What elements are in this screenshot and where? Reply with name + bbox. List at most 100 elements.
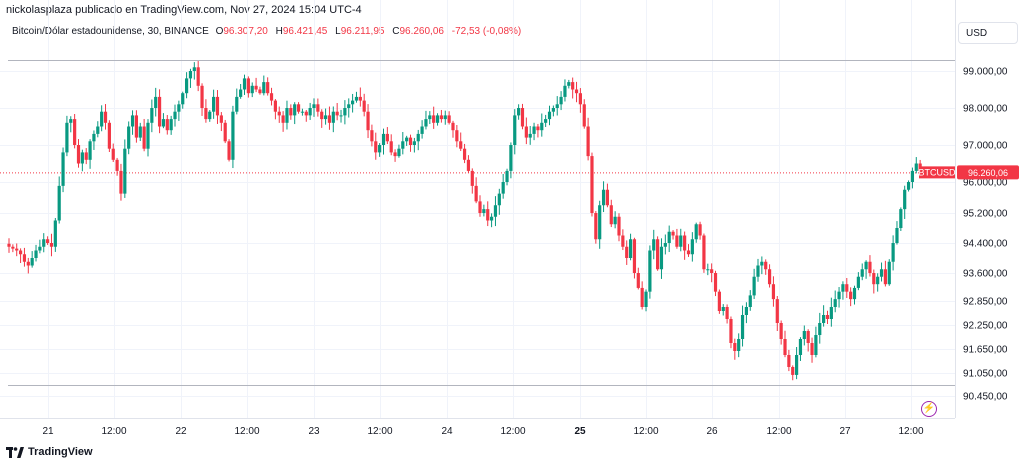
candle-body (563, 85, 567, 97)
candle-body (470, 170, 474, 186)
candle-body (551, 108, 555, 112)
candle-body (432, 115, 436, 123)
candle-body (219, 115, 223, 123)
candle-body (385, 133, 389, 142)
time-tick-label: 12:00 (766, 426, 791, 437)
candle-body (659, 246, 664, 270)
candle-body (30, 258, 34, 266)
candle-body (254, 85, 258, 90)
candle-body (451, 122, 455, 131)
candle-body (327, 115, 332, 123)
symbol-tag: BTCUSD (918, 167, 956, 177)
candle-body (864, 261, 868, 270)
candle-body (455, 130, 459, 142)
candle-body (405, 137, 409, 142)
candle-body (628, 239, 633, 258)
ohlc-open-value: 96.307,20 (223, 26, 268, 37)
candle-body (520, 108, 525, 127)
brand-name: TradingView (28, 446, 93, 458)
candle-body (501, 182, 505, 194)
candle-body (586, 126, 590, 157)
candle-body (42, 239, 46, 247)
candle-body (910, 170, 915, 182)
candle-body (517, 108, 521, 116)
candle-body (729, 319, 733, 343)
candle-body (559, 96, 563, 105)
candle-body (760, 261, 764, 266)
candle-body (351, 100, 355, 105)
candle-body (304, 111, 308, 116)
candle-body (208, 111, 212, 120)
candle-body (856, 276, 860, 288)
price-tick-label: 94.400,00 (963, 239, 1008, 250)
candle-body (694, 224, 698, 240)
candle-body (509, 145, 513, 171)
candle-body (605, 189, 610, 206)
candle-body (532, 126, 536, 134)
candle-body (296, 104, 301, 112)
price-tick-label: 99.000,00 (963, 67, 1008, 78)
candle-body (420, 126, 424, 134)
lightning-icon[interactable]: ⚡ (921, 401, 937, 417)
candle-body (845, 284, 849, 292)
candle-body (829, 307, 833, 319)
candle-body (22, 254, 27, 262)
last-price-tag-bg (957, 165, 1019, 180)
candle-body (740, 315, 745, 339)
price-tick-label: 90.450,00 (963, 392, 1008, 403)
candle-body (872, 273, 876, 285)
candle-body (702, 235, 706, 270)
candle-body (547, 111, 552, 120)
candle-body (401, 141, 405, 149)
chart-grid (0, 0, 955, 418)
time-tick-label: 12:00 (898, 426, 923, 437)
candle-body (285, 108, 289, 123)
candle-body (833, 299, 837, 307)
candle-body (459, 141, 463, 149)
time-tick-label: 24 (441, 426, 453, 437)
candle-body (18, 250, 23, 255)
ohlc-open-label: O (215, 26, 224, 37)
time-tick-label: 23 (308, 426, 320, 437)
candle-body (779, 323, 783, 339)
candle-body (331, 111, 335, 123)
candle-body (698, 224, 702, 236)
candle-body (7, 243, 11, 247)
candle-body (756, 265, 760, 277)
currency-button[interactable]: USD (958, 22, 1018, 44)
candle-body (571, 82, 575, 90)
candle-body (119, 170, 123, 194)
candle-body (879, 269, 884, 277)
candle-body (914, 163, 918, 171)
candle-body (489, 216, 494, 221)
candle-body (466, 159, 471, 171)
candle-body (860, 269, 864, 277)
candle-body (524, 126, 528, 138)
candle-body (818, 323, 822, 335)
candle-body (196, 67, 200, 86)
candle-body (269, 93, 274, 101)
candle-body (435, 115, 440, 123)
candle-body (675, 235, 679, 247)
candle-body (876, 276, 880, 285)
candle-body (239, 89, 243, 97)
candle-body (721, 307, 725, 311)
candle-body (374, 141, 378, 153)
candle-body (906, 182, 911, 190)
candle-body (849, 291, 853, 300)
symbol-legend: Bitcoin/Dólar estadounidense, 30, BINANC… (12, 26, 526, 37)
candle-body (640, 287, 644, 307)
candle-body (590, 156, 594, 213)
candle-body (169, 119, 173, 131)
candle-body (127, 126, 131, 149)
candle-body (895, 228, 899, 243)
price-tick-label: 93.600,00 (963, 269, 1008, 280)
candle-body (231, 111, 235, 160)
candle-body (656, 239, 660, 270)
candle-body (683, 235, 687, 251)
candle-body (679, 235, 683, 247)
candle-body (578, 93, 582, 105)
candle-body (868, 261, 872, 273)
candle-body (528, 133, 532, 138)
